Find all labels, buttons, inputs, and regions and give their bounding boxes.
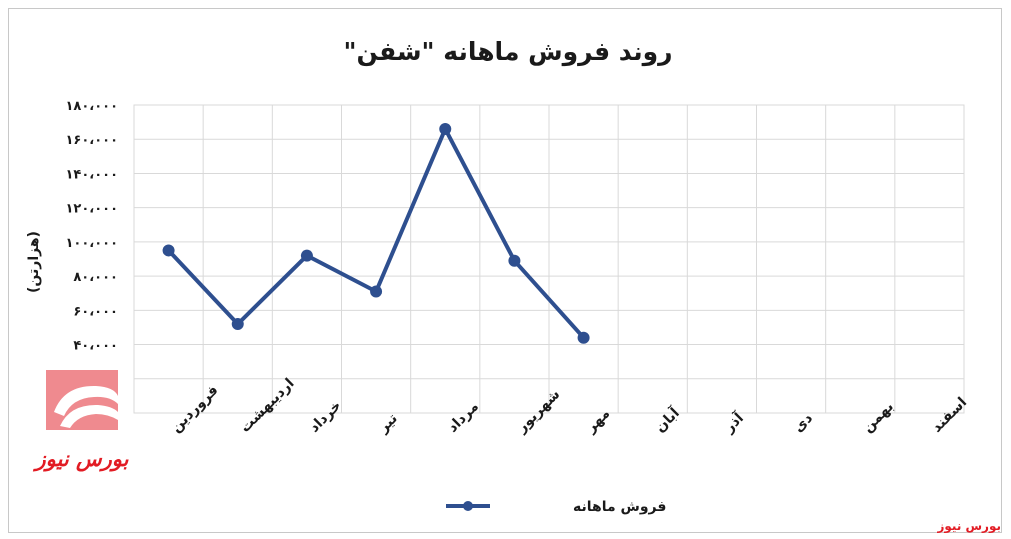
data-point bbox=[300, 249, 313, 262]
y-tick-label: ۱۲۰،۰۰۰ bbox=[65, 202, 118, 217]
y-axis-label: (هزارتن) bbox=[26, 231, 42, 293]
plot-border bbox=[133, 104, 965, 414]
watermark-swirl bbox=[54, 385, 118, 416]
data-point bbox=[231, 318, 244, 331]
x-tick-label: اسفند bbox=[929, 394, 970, 435]
source-label: بورس نیوز bbox=[937, 519, 1001, 533]
y-tick-label: ۱۴۰،۰۰۰ bbox=[65, 167, 118, 182]
x-tick-label: تیر bbox=[375, 411, 401, 437]
gridlines bbox=[133, 104, 965, 414]
y-tick-label: ۱۸۰،۰۰۰ bbox=[65, 99, 118, 114]
series-line bbox=[167, 126, 586, 340]
data-point bbox=[370, 285, 383, 298]
plot-area bbox=[133, 104, 965, 414]
x-axis-ticks: فروردین اردیبهشت خرداد تیر مرداد شهریور مهر آبا… bbox=[168, 375, 970, 436]
watermark-block bbox=[46, 370, 118, 430]
x-tick-label: دی bbox=[791, 410, 816, 435]
x-tick-label: اردیبهشت bbox=[237, 375, 297, 435]
data-point bbox=[162, 244, 175, 257]
x-tick-label: شهریور bbox=[513, 386, 563, 436]
y-tick-label: ۶۰،۰۰۰ bbox=[73, 304, 118, 319]
x-tick-label: مهر bbox=[582, 406, 613, 437]
chart-title: روند فروش ماهانه "شفن" bbox=[343, 37, 672, 67]
x-tick-label: آذر bbox=[719, 408, 747, 436]
legend: فروش ماهانه bbox=[446, 499, 666, 515]
data-point bbox=[508, 254, 521, 267]
data-point bbox=[439, 122, 452, 135]
x-tick-label: بهمن bbox=[860, 399, 897, 436]
watermark-swirl-2 bbox=[60, 404, 118, 428]
x-tick-label: فروردین bbox=[168, 382, 222, 436]
x-tick-label: خرداد bbox=[306, 398, 344, 436]
y-tick-label: ۴۰،۰۰۰ bbox=[73, 339, 118, 354]
y-tick-label: ۱۰۰،۰۰۰ bbox=[65, 236, 118, 251]
watermark-logo: بورس نیوز bbox=[33, 370, 130, 472]
series-layer bbox=[162, 122, 590, 344]
x-tick-label: آبان bbox=[651, 403, 684, 436]
x-tick-label: مرداد bbox=[445, 399, 482, 436]
legend-marker bbox=[463, 501, 473, 511]
chart-frame bbox=[8, 8, 1002, 533]
y-tick-label: ۸۰،۰۰۰ bbox=[73, 270, 118, 285]
legend-entry: فروش ماهانه bbox=[573, 499, 666, 515]
y-tick-label: ۱۶۰،۰۰۰ bbox=[65, 133, 118, 148]
data-point bbox=[577, 331, 590, 344]
watermark-text: بورس نیوز bbox=[33, 446, 130, 472]
